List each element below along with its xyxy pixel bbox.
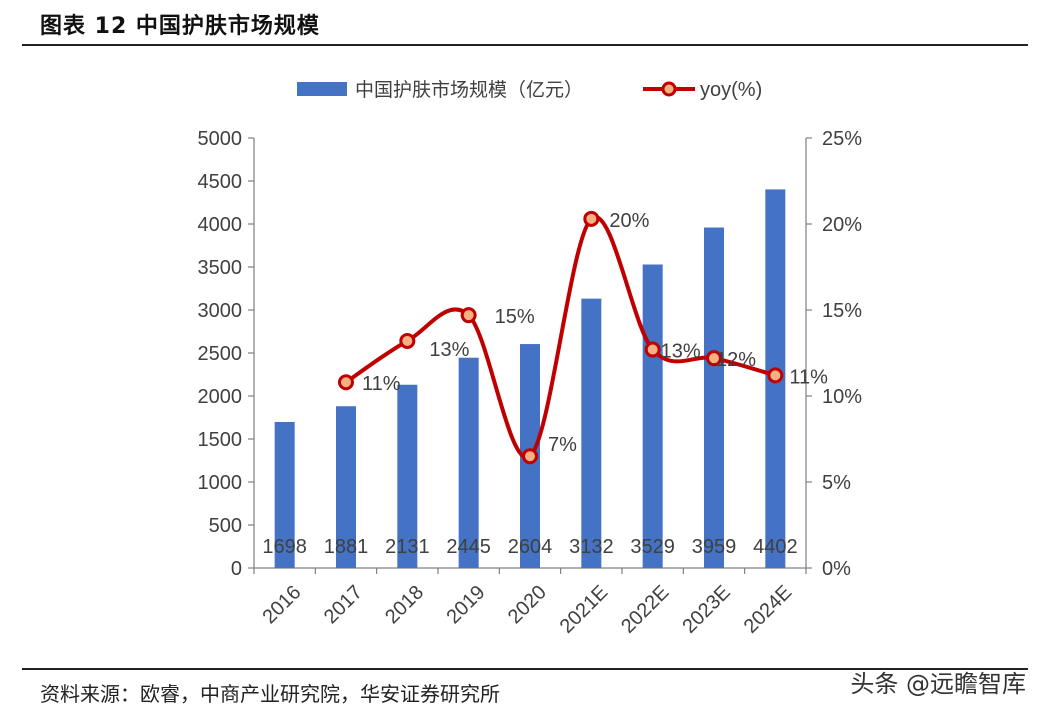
right-tick-label: 0% [822, 558, 851, 580]
bar-value-label: 3959 [692, 536, 737, 558]
yoy-marker [399, 332, 416, 349]
yoy-value-label: 13% [661, 341, 701, 363]
x-tick-label: 2016 [258, 581, 305, 628]
bar [581, 298, 602, 568]
left-tick-label: 4000 [198, 214, 243, 236]
yoy-value-label: 11% [362, 373, 401, 395]
yoy-value-label: 12% [716, 349, 756, 371]
legend-bar-swatch [297, 82, 347, 96]
yoy-marker [522, 448, 538, 465]
x-tick-label: 2018 [381, 581, 428, 628]
yoy-marker [644, 341, 661, 358]
bar [458, 357, 479, 568]
x-tick-label: 2023E [678, 581, 734, 637]
bar-value-label: 3529 [630, 536, 675, 558]
bar [397, 384, 418, 568]
source-note: 资料来源：欧睿，中商产业研究院，华安证券研究所 [40, 682, 500, 706]
title-rule [22, 44, 1028, 46]
figure-title: 图表 12 中国护肤市场规模 [40, 14, 320, 39]
yoy-value-label: 7% [548, 434, 577, 456]
bar [336, 406, 356, 568]
yoy-marker [583, 210, 600, 227]
bar [642, 264, 663, 568]
bar [704, 227, 724, 568]
yoy-line [344, 215, 776, 460]
bar-value-label: 4402 [753, 536, 798, 558]
yoy-value-label: 13% [429, 339, 469, 361]
left-tick-label: 3500 [198, 257, 243, 279]
x-tick-label: 2021E [556, 581, 612, 637]
yoy-value-label: 11% [789, 366, 828, 388]
bar-value-label: 3132 [569, 536, 614, 558]
bar-value-label: 2445 [446, 536, 491, 558]
yoy-marker [706, 350, 722, 367]
x-tick-label: 2017 [320, 581, 367, 628]
right-tick-label: 10% [822, 386, 862, 408]
left-tick-label: 4500 [198, 171, 243, 193]
left-tick-label: 1500 [198, 429, 243, 451]
right-tick-label: 15% [822, 300, 862, 322]
legend-bar-label: 中国护肤市场规模（亿元） [355, 79, 583, 101]
bar-value-label: 2604 [508, 536, 553, 558]
yoy-marker [338, 374, 354, 391]
watermark: 头条 @远瞻智库 [850, 670, 1026, 698]
right-tick-label: 5% [822, 472, 851, 494]
bar [274, 421, 295, 568]
right-tick-label: 25% [822, 128, 862, 150]
left-tick-label: 2000 [198, 386, 243, 408]
x-tick-label: 2022E [617, 581, 673, 637]
x-tick-label: 2019 [442, 581, 489, 628]
left-tick-label: 1000 [198, 472, 243, 494]
x-tick-label: 2024E [740, 581, 796, 637]
right-tick-label: 20% [822, 214, 862, 236]
yoy-value-label: 15% [495, 306, 535, 328]
bar-value-label: 1698 [262, 536, 307, 558]
left-tick-label: 5000 [198, 128, 243, 150]
source-rule [22, 668, 1028, 670]
bar-value-label: 2131 [385, 536, 430, 558]
left-tick-label: 0 [231, 558, 242, 580]
left-tick-label: 3000 [198, 300, 243, 322]
bar-value-label: 1881 [324, 536, 369, 558]
left-tick-label: 2500 [198, 343, 243, 365]
yoy-value-label: 20% [609, 210, 649, 232]
yoy-marker [767, 367, 784, 384]
yoy-marker [460, 307, 477, 324]
left-tick-label: 500 [209, 515, 242, 537]
legend-line-marker [661, 81, 677, 97]
x-tick-label: 2020 [504, 581, 551, 628]
legend-line-label: yoy(%) [700, 79, 762, 101]
